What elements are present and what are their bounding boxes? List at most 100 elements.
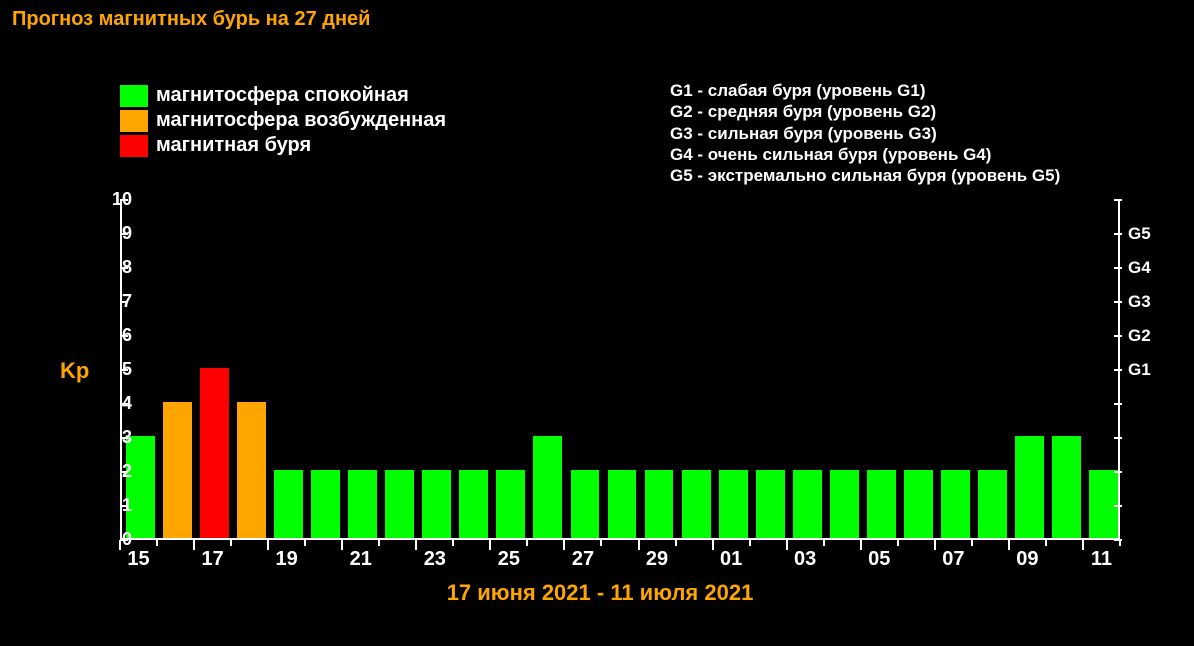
g-level-label: G4 [1128, 258, 1151, 278]
xtick-label: 01 [711, 548, 751, 571]
xtick-label: 03 [785, 548, 825, 571]
x-axis-daterange: 17 июня 2021 - 11 июля 2021 [40, 580, 1160, 606]
ytick-mark [120, 471, 128, 473]
legend-label: магнитная буря [156, 134, 311, 157]
xtick-label: 07 [933, 548, 973, 571]
kp-bar [1052, 436, 1081, 538]
kp-bar [719, 470, 748, 538]
kp-bar [237, 402, 266, 538]
legend-swatch [120, 135, 148, 157]
kp-bar [978, 470, 1007, 538]
ytick-mark [120, 301, 128, 303]
xtick-mark [897, 540, 899, 546]
xtick-mark [1119, 540, 1121, 546]
xtick-mark [230, 540, 232, 546]
ytick-mark [120, 403, 128, 405]
ytick-mark-right [1114, 233, 1122, 235]
g-level-label: G3 [1128, 292, 1151, 312]
kp-bar [1015, 436, 1044, 538]
ytick-mark [120, 199, 128, 201]
xtick-mark [675, 540, 677, 546]
xtick-label: 19 [267, 548, 307, 571]
xtick-label: 11 [1081, 548, 1121, 571]
xtick-mark [526, 540, 528, 546]
kp-bar [608, 470, 637, 538]
ytick-mark-right [1114, 369, 1122, 371]
xtick-mark [378, 540, 380, 546]
kp-bar [274, 470, 303, 538]
kp-bar [459, 470, 488, 538]
kp-bar [682, 470, 711, 538]
legend-swatch [120, 110, 148, 132]
legend-left-item: магнитосфера возбужденная [120, 109, 446, 132]
g-level-label: G1 [1128, 360, 1151, 380]
kp-bar [756, 470, 785, 538]
kp-chart: Kp 012345678910 G1G2G3G4G5 1517192123252… [40, 200, 1160, 620]
kp-bar [163, 402, 192, 538]
page-title: Прогноз магнитных бурь на 27 дней [12, 8, 370, 31]
xtick-label: 27 [563, 548, 603, 571]
xtick-mark [304, 540, 306, 546]
ytick-mark [120, 369, 128, 371]
ytick-mark [120, 539, 128, 541]
kp-bar [533, 436, 562, 538]
legend-left-item: магнитосфера спокойная [120, 84, 446, 107]
legend-right-line: G5 - экстремально сильная буря (уровень … [670, 165, 1060, 186]
ytick-mark [120, 335, 128, 337]
kp-bar [1089, 470, 1118, 538]
ytick-mark-right [1114, 335, 1122, 337]
ytick-mark [120, 267, 128, 269]
legend-right-line: G1 - слабая буря (уровень G1) [670, 80, 1060, 101]
kp-bar [867, 470, 896, 538]
xtick-mark [600, 540, 602, 546]
kp-bar [793, 470, 822, 538]
ytick-mark-right [1114, 505, 1122, 507]
ytick-mark-right [1114, 437, 1122, 439]
xtick-mark [971, 540, 973, 546]
xtick-label: 09 [1007, 548, 1047, 571]
kp-bar [941, 470, 970, 538]
xtick-label: 25 [489, 548, 529, 571]
xtick-label: 21 [341, 548, 381, 571]
kp-bar [904, 470, 933, 538]
kp-bar [200, 368, 229, 538]
kp-bar [645, 470, 674, 538]
legend-swatch [120, 85, 148, 107]
y-axis-label: Kp [60, 358, 89, 384]
legend-right-line: G3 - сильная буря (уровень G3) [670, 123, 1060, 144]
legend-right-line: G2 - средняя буря (уровень G2) [670, 101, 1060, 122]
xtick-mark [749, 540, 751, 546]
ytick-mark [120, 505, 128, 507]
kp-bar [311, 470, 340, 538]
legend-label: магнитосфера возбужденная [156, 109, 446, 132]
legend-label: магнитосфера спокойная [156, 84, 409, 107]
xtick-mark [156, 540, 158, 546]
xtick-label: 05 [859, 548, 899, 571]
ytick-mark [120, 233, 128, 235]
ytick-mark-right [1114, 301, 1122, 303]
xtick-mark [823, 540, 825, 546]
legend-left: магнитосфера спокойнаямагнитосфера возбу… [120, 84, 446, 159]
ytick-mark-right [1114, 267, 1122, 269]
xtick-label: 17 [193, 548, 233, 571]
kp-bar [830, 470, 859, 538]
kp-bar [126, 436, 155, 538]
xtick-label: 23 [415, 548, 455, 571]
g-level-label: G5 [1128, 224, 1151, 244]
legend-right-line: G4 - очень сильная буря (уровень G4) [670, 144, 1060, 165]
xtick-mark [1045, 540, 1047, 546]
ytick-mark-right [1114, 403, 1122, 405]
legend-right: G1 - слабая буря (уровень G1)G2 - средня… [670, 80, 1060, 186]
g-level-label: G2 [1128, 326, 1151, 346]
kp-bar [571, 470, 600, 538]
ytick-mark [120, 437, 128, 439]
xtick-label: 29 [637, 548, 677, 571]
ytick-mark-right [1114, 199, 1122, 201]
xtick-label: 15 [119, 548, 159, 571]
ytick-mark-right [1114, 471, 1122, 473]
plot-box [120, 200, 1120, 540]
xtick-mark [452, 540, 454, 546]
kp-bar [422, 470, 451, 538]
kp-bar [348, 470, 377, 538]
kp-bar [385, 470, 414, 538]
